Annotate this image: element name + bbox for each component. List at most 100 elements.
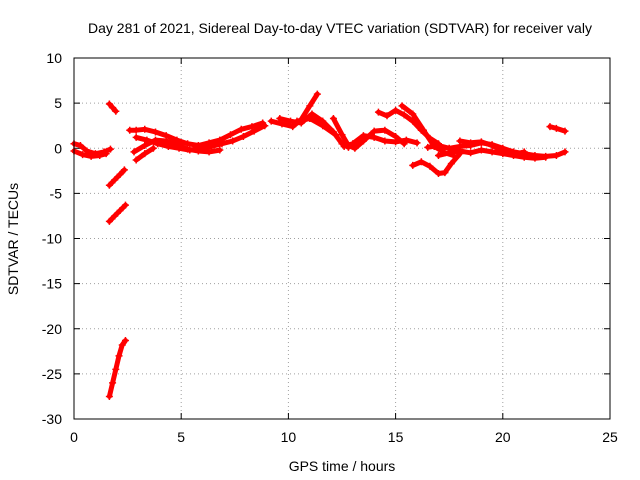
data-point-marker <box>239 133 247 141</box>
data-point-marker <box>229 137 237 145</box>
data-point-marker <box>340 142 348 150</box>
data-point-marker <box>109 379 117 387</box>
data-point-marker <box>151 128 159 136</box>
data-point-marker <box>194 147 202 155</box>
data-point-marker <box>392 138 400 146</box>
data-point-marker <box>149 144 157 152</box>
data-point-marker <box>542 153 550 161</box>
data-point-marker <box>359 132 367 140</box>
x-tick-label: 15 <box>388 429 404 445</box>
data-point-marker <box>207 142 215 150</box>
data-point-marker <box>218 140 226 148</box>
data-point-marker <box>398 102 406 110</box>
data-point-marker <box>338 131 346 139</box>
data-point-marker <box>434 142 442 150</box>
data-point-marker <box>79 151 87 159</box>
data-point-marker <box>112 365 120 373</box>
data-track <box>294 116 339 138</box>
data-point-marker <box>370 127 378 135</box>
data-point-marker <box>112 107 120 115</box>
data-point-marker <box>308 110 316 118</box>
data-point-marker <box>552 124 560 132</box>
data-point-marker <box>349 140 357 148</box>
data-point-marker <box>332 131 340 139</box>
data-point-marker <box>434 170 442 178</box>
data-point-marker <box>520 148 528 156</box>
data-point-marker <box>105 392 113 400</box>
data-point-marker <box>306 114 314 122</box>
y-tick-label: -5 <box>50 185 63 201</box>
data-point-marker <box>456 147 464 155</box>
data-point-marker <box>111 212 119 220</box>
data-point-marker <box>115 352 123 360</box>
data-point-marker <box>132 126 140 134</box>
data-point-marker <box>456 137 464 145</box>
data-track <box>106 167 127 188</box>
y-tick-label: -30 <box>42 411 62 427</box>
data-series-sdtvar <box>70 90 569 400</box>
data-point-marker <box>289 123 297 131</box>
data-point-marker <box>287 117 295 125</box>
x-tick-label: 25 <box>602 429 618 445</box>
data-point-marker <box>173 141 181 149</box>
data-point-marker <box>116 207 124 215</box>
data-point-marker <box>400 111 408 119</box>
data-point-marker <box>546 123 554 131</box>
plot-frame <box>73 57 611 420</box>
data-point-marker <box>105 217 113 225</box>
data-point-marker <box>276 114 284 122</box>
data-point-marker <box>121 336 129 344</box>
data-point-marker <box>267 117 275 125</box>
data-point-marker <box>488 148 496 156</box>
data-point-marker <box>132 133 140 141</box>
data-point-marker <box>413 139 421 147</box>
data-point-marker <box>120 166 128 174</box>
y-tick-label: 5 <box>54 95 62 111</box>
data-point-marker <box>370 133 378 141</box>
data-point-marker <box>141 142 149 150</box>
data-point-marker <box>552 151 560 159</box>
data-point-marker <box>477 146 485 154</box>
y-tick-label: 10 <box>46 50 62 66</box>
data-point-marker <box>116 170 124 178</box>
x-tick-label: 20 <box>495 429 511 445</box>
data-point-marker <box>248 123 256 131</box>
data-point-marker <box>374 108 382 116</box>
tick-labels: 0 5 10 15 20 25 -30 -25 -20 -15 -10 -5 0 5 10 <box>42 50 618 445</box>
data-point-marker <box>96 151 104 159</box>
y-axis-label: SDTVAR / TECUs <box>5 183 21 295</box>
y-tick-label: -15 <box>42 276 62 292</box>
chart-title: Day 281 of 2021, Sidereal Day-to-day VTE… <box>88 20 592 36</box>
data-point-marker <box>261 122 269 130</box>
x-axis-label: GPS time / hours <box>289 458 396 474</box>
data-point-marker <box>319 122 327 130</box>
data-point-marker <box>306 102 314 110</box>
data-point-marker <box>126 126 134 134</box>
data-point-marker <box>561 127 569 135</box>
data-point-marker <box>383 112 391 120</box>
data-point-marker <box>121 201 129 209</box>
x-tick-label: 0 <box>70 429 78 445</box>
y-tick-label: -20 <box>42 321 62 337</box>
y-tick-label: -10 <box>42 231 62 247</box>
data-point-marker <box>467 139 475 147</box>
data-point-marker <box>111 176 119 184</box>
data-point-marker <box>402 136 410 144</box>
data-point-marker <box>434 151 442 159</box>
x-tick-label: 10 <box>281 429 297 445</box>
data-point-marker <box>447 160 455 168</box>
data-point-marker <box>381 137 389 145</box>
data-point-marker <box>561 148 569 156</box>
data-point-marker <box>417 158 425 166</box>
data-point-marker <box>109 104 117 112</box>
data-track <box>106 202 128 224</box>
data-point-marker <box>293 117 301 125</box>
data-point-marker <box>392 106 400 114</box>
data-point-marker <box>105 181 113 189</box>
data-point-marker <box>227 131 235 139</box>
data-point-marker <box>409 110 417 118</box>
data-point-marker <box>102 150 110 158</box>
